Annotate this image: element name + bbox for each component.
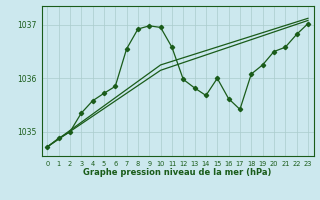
X-axis label: Graphe pression niveau de la mer (hPa): Graphe pression niveau de la mer (hPa) <box>84 168 272 177</box>
